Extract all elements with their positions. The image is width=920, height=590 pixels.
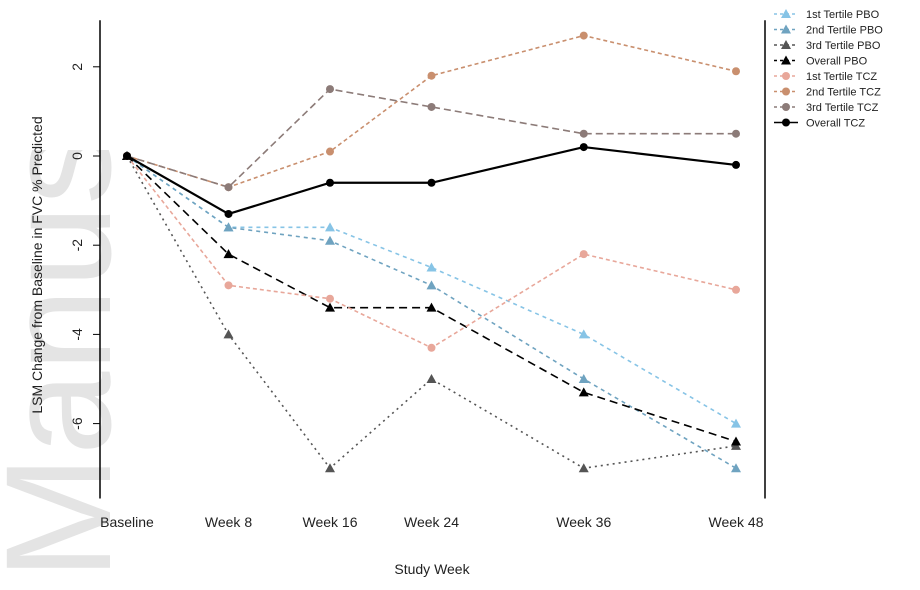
legend-label: 2nd Tertile TCZ	[806, 87, 881, 99]
legend-item: Overall TCZ	[774, 118, 865, 130]
data-point	[731, 463, 741, 473]
legend-item: 1st Tertile TCZ	[774, 71, 877, 83]
legend-label: 3rd Tertile PBO	[806, 40, 881, 52]
data-point	[427, 343, 436, 352]
y-tick-label: -6	[69, 417, 85, 430]
data-point	[579, 143, 588, 152]
legend-item: 3rd Tertile PBO	[774, 40, 881, 52]
data-point	[426, 280, 437, 290]
legend-item: Overall PBO	[774, 55, 868, 68]
series-line	[126, 34, 737, 189]
y-tick-label: -4	[69, 328, 85, 341]
data-point	[732, 67, 740, 76]
data-point	[325, 463, 335, 473]
data-point	[579, 31, 588, 40]
series-line	[126, 155, 737, 425]
x-tick-label: Week 24	[404, 514, 459, 530]
series-line	[126, 155, 737, 470]
data-point	[578, 463, 589, 473]
data-point	[224, 209, 233, 218]
legend-marker	[782, 72, 790, 80]
data-point	[325, 235, 335, 245]
data-point	[224, 281, 233, 290]
data-point	[123, 152, 131, 160]
data-point	[326, 85, 334, 94]
legend-marker	[782, 103, 790, 111]
data-point	[223, 329, 234, 339]
legend-label: 3rd Tertile TCZ	[806, 102, 879, 114]
x-tick-label: Week 16	[303, 514, 358, 530]
legend-marker	[782, 87, 790, 96]
data-point	[326, 147, 334, 156]
series-line	[126, 155, 737, 443]
legend-label: 1st Tertile PBO	[806, 9, 880, 21]
data-point	[578, 387, 589, 397]
axes: 2 0 -2 -4 -6 Baseline Week 8 Week 16 Week 24 Week…	[69, 20, 766, 530]
data-point	[326, 294, 334, 303]
x-tick-label: Week 8	[205, 514, 252, 530]
data-point	[223, 249, 234, 259]
data-point	[224, 183, 233, 192]
y-tick-label: 2	[69, 63, 85, 71]
y-tick-label: 0	[69, 152, 85, 160]
series-line	[126, 155, 737, 349]
data-point	[579, 129, 588, 138]
series-6	[123, 31, 740, 192]
legend-marker	[781, 24, 791, 34]
data-point	[325, 222, 335, 232]
y-axis-title: LSM Change from Baseline in FVC % Predic…	[29, 116, 45, 413]
data-point	[427, 71, 436, 80]
data-point	[732, 129, 740, 138]
series-line	[126, 155, 737, 469]
legend-item: 2nd Tertile PBO	[774, 24, 883, 37]
data-point	[325, 302, 335, 312]
series-4	[122, 151, 741, 446]
legend-marker	[781, 9, 791, 18]
data-point	[578, 329, 589, 339]
data-point	[731, 436, 741, 446]
legend-item: 2nd Tertile TCZ	[774, 87, 881, 99]
legend-item: 3rd Tertile TCZ	[774, 102, 879, 114]
legend-marker	[781, 40, 791, 49]
data-point	[426, 262, 437, 272]
legend: 1st Tertile PBO 2nd Tertile PBO 3rd Tertil…	[774, 9, 883, 130]
data-point	[427, 102, 436, 111]
series-7	[123, 85, 740, 192]
series-line	[126, 88, 736, 189]
legend-item: 1st Tertile PBO	[774, 9, 880, 21]
data-point	[426, 302, 437, 312]
legend-marker	[781, 55, 791, 65]
data-point	[578, 374, 589, 383]
data-point	[223, 222, 234, 232]
data-point	[326, 178, 334, 187]
x-tick-label: Week 36	[556, 514, 611, 530]
data-point	[731, 418, 741, 428]
data-point	[732, 160, 740, 169]
x-tick-label: Week 48	[709, 514, 764, 530]
data-point	[427, 178, 436, 187]
legend-label: Overall TCZ	[806, 118, 865, 130]
series-line	[126, 145, 737, 216]
y-tick-label: -2	[69, 239, 85, 252]
legend-label: Overall PBO	[806, 56, 868, 68]
series-layer	[122, 31, 741, 473]
data-point	[426, 374, 437, 383]
x-axis-title: Study Week	[394, 561, 470, 577]
series-8	[123, 143, 740, 218]
legend-label: 2nd Tertile PBO	[806, 25, 883, 37]
x-tick-label: Baseline	[100, 514, 154, 530]
data-point	[579, 250, 588, 259]
legend-marker	[782, 118, 790, 127]
data-point	[732, 285, 740, 294]
legend-label: 1st Tertile TCZ	[806, 71, 877, 83]
